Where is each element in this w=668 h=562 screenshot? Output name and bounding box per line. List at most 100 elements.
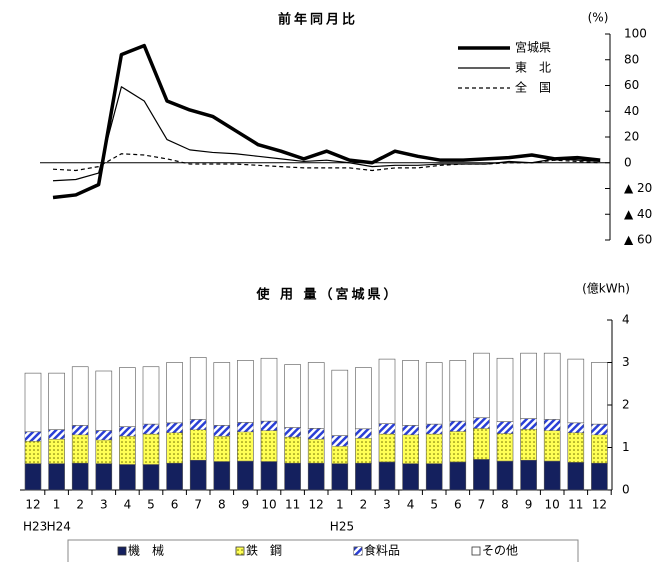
x-tick-label: 5: [430, 498, 438, 512]
y-tick-label: 80: [624, 52, 639, 66]
bar-texture: [473, 417, 490, 429]
bar-texture: [166, 422, 183, 433]
bar-segment: [119, 464, 136, 491]
bar-texture: [213, 425, 230, 437]
legend-label: 全 国: [515, 80, 551, 95]
bar-texture: [284, 427, 301, 437]
bar-segment: [591, 462, 608, 491]
x-tick-label: 11: [568, 498, 583, 512]
bar-segment: [378, 358, 396, 425]
y-tick-label: 1: [622, 440, 630, 454]
bar-segment: [449, 360, 467, 422]
bar-segment: [496, 460, 514, 491]
x-tick-label: 3: [100, 498, 108, 512]
bar-texture: [520, 418, 537, 430]
bar-texture: [190, 419, 207, 430]
x-tick-label: 1: [336, 498, 344, 512]
bar-texture: [72, 434, 89, 464]
series-line: [52, 153, 601, 172]
bar-texture: [591, 434, 608, 464]
bar-segment: [24, 372, 42, 433]
bar-texture: [48, 439, 65, 464]
series-line: [52, 86, 601, 182]
bar-segment: [119, 367, 136, 427]
bar-segment: [237, 460, 254, 491]
bar-segment: [307, 462, 325, 491]
bar-texture: [567, 422, 584, 433]
legend-texture: [236, 547, 244, 555]
bar-segment: [402, 360, 419, 426]
bar-texture: [449, 421, 466, 432]
bar-segment: [473, 459, 490, 491]
bar-segment: [543, 460, 561, 491]
bar-texture: [261, 421, 277, 431]
legend-swatch: [471, 546, 481, 556]
bar-texture: [426, 424, 443, 434]
bar-texture: [190, 429, 207, 461]
bar-segment: [425, 463, 443, 491]
x-group-label: H25: [330, 520, 354, 534]
bar-segment: [284, 364, 301, 428]
bar-texture: [143, 424, 159, 434]
bar-segment: [449, 461, 467, 491]
bar-texture: [237, 431, 254, 462]
y-tick-label: ▲ 40: [624, 207, 652, 221]
bar-segment: [331, 463, 349, 491]
bar-segment: [355, 367, 372, 430]
y-tick-label: 60: [624, 78, 639, 92]
bar-segment: [189, 357, 207, 420]
bar-texture: [261, 430, 277, 462]
x-group-label: H24: [47, 520, 71, 534]
chart-title: 前年同月比: [278, 12, 358, 28]
bar-segment: [567, 462, 585, 491]
series-line: [52, 43, 601, 200]
bar-texture: [591, 424, 608, 435]
y-tick-label: ▲ 60: [624, 233, 652, 247]
bar-texture: [25, 441, 41, 464]
bar-segment: [496, 357, 514, 422]
bar-texture: [119, 426, 136, 437]
bar-texture: [567, 432, 584, 463]
y-tick-label: 4: [622, 313, 630, 327]
bar-texture: [355, 428, 372, 439]
x-tick-label: 6: [171, 498, 179, 512]
bar-segment: [95, 463, 113, 491]
legend-label: 食料品: [364, 543, 400, 558]
bar-texture: [497, 421, 513, 434]
bar-texture: [544, 419, 561, 431]
bar-segment: [71, 366, 89, 426]
bar-texture: [119, 436, 136, 465]
bar-texture: [331, 446, 348, 464]
bar-segment: [48, 463, 65, 491]
bar-segment: [402, 463, 419, 491]
x-tick-label: 5: [147, 498, 155, 512]
y-unit: (億kWh): [582, 282, 630, 296]
x-tick-label: 7: [478, 498, 486, 512]
x-tick-label: 12: [309, 498, 324, 512]
bar-texture: [308, 439, 325, 464]
bar-texture: [213, 436, 230, 462]
bar-segment: [378, 461, 396, 491]
bar-texture: [497, 433, 513, 462]
bar-segment: [307, 362, 325, 429]
x-tick-label: 12: [592, 498, 607, 512]
x-tick-label: 4: [124, 498, 132, 512]
bar-segment: [543, 352, 561, 420]
y-tick-label: ▲ 20: [624, 181, 652, 195]
x-tick-label: 9: [242, 498, 250, 512]
x-tick-label: 7: [194, 498, 202, 512]
bar-texture: [379, 433, 395, 462]
x-tick-label: 2: [76, 498, 84, 512]
bar-texture: [308, 428, 325, 439]
bar-segment: [213, 461, 231, 491]
x-tick-label: 8: [501, 498, 509, 512]
x-tick-label: 4: [407, 498, 415, 512]
bar-segment: [213, 362, 231, 426]
x-group-label: H23: [23, 520, 47, 534]
x-tick-label: 6: [454, 498, 462, 512]
bar-segment: [520, 459, 537, 491]
bar-texture: [402, 425, 419, 435]
bar-texture: [237, 422, 254, 432]
bar-texture: [48, 429, 65, 439]
